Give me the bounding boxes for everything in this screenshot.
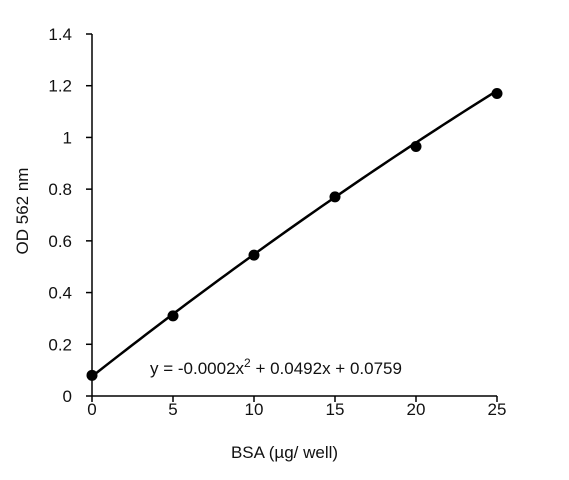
y-tick-label: 0.2 bbox=[48, 335, 72, 354]
y-tick-label: 0.6 bbox=[48, 232, 72, 251]
x-axis-title: BSA (µg/ well) bbox=[231, 443, 338, 462]
x-tick-label: 25 bbox=[488, 400, 507, 419]
trendline-equation: y = -0.0002x2 + 0.0492x + 0.0759 bbox=[150, 356, 402, 378]
y-tick-label: 1.2 bbox=[48, 77, 72, 96]
data-point bbox=[248, 249, 260, 261]
data-points bbox=[86, 87, 503, 381]
data-point bbox=[491, 87, 503, 99]
equation-rest: + 0.0492x + 0.0759 bbox=[251, 359, 402, 378]
y-tick-label: 0.8 bbox=[48, 180, 72, 199]
x-tick-label: 0 bbox=[87, 400, 96, 419]
x-tick-label: 20 bbox=[407, 400, 426, 419]
x-axis-ticks: 0 5 10 15 20 25 bbox=[87, 396, 506, 419]
y-axis-ticks: 0 0.2 0.4 0.6 0.8 1 1.2 1.4 bbox=[48, 25, 92, 406]
x-tick-label: 15 bbox=[326, 400, 345, 419]
data-point bbox=[167, 310, 179, 322]
y-tick-label: 1 bbox=[63, 128, 72, 147]
equation-main: y = -0.0002x bbox=[150, 359, 245, 378]
x-tick-label: 5 bbox=[168, 400, 177, 419]
data-point bbox=[410, 140, 422, 152]
data-point bbox=[329, 191, 341, 203]
equation-superscript: 2 bbox=[244, 356, 251, 370]
y-axis-title: OD 562 nm bbox=[13, 168, 32, 255]
y-tick-label: 1.4 bbox=[48, 25, 72, 44]
x-tick-label: 10 bbox=[245, 400, 264, 419]
y-tick-label: 0 bbox=[63, 387, 72, 406]
trendline bbox=[91, 89, 498, 378]
y-tick-label: 0.4 bbox=[48, 284, 72, 303]
